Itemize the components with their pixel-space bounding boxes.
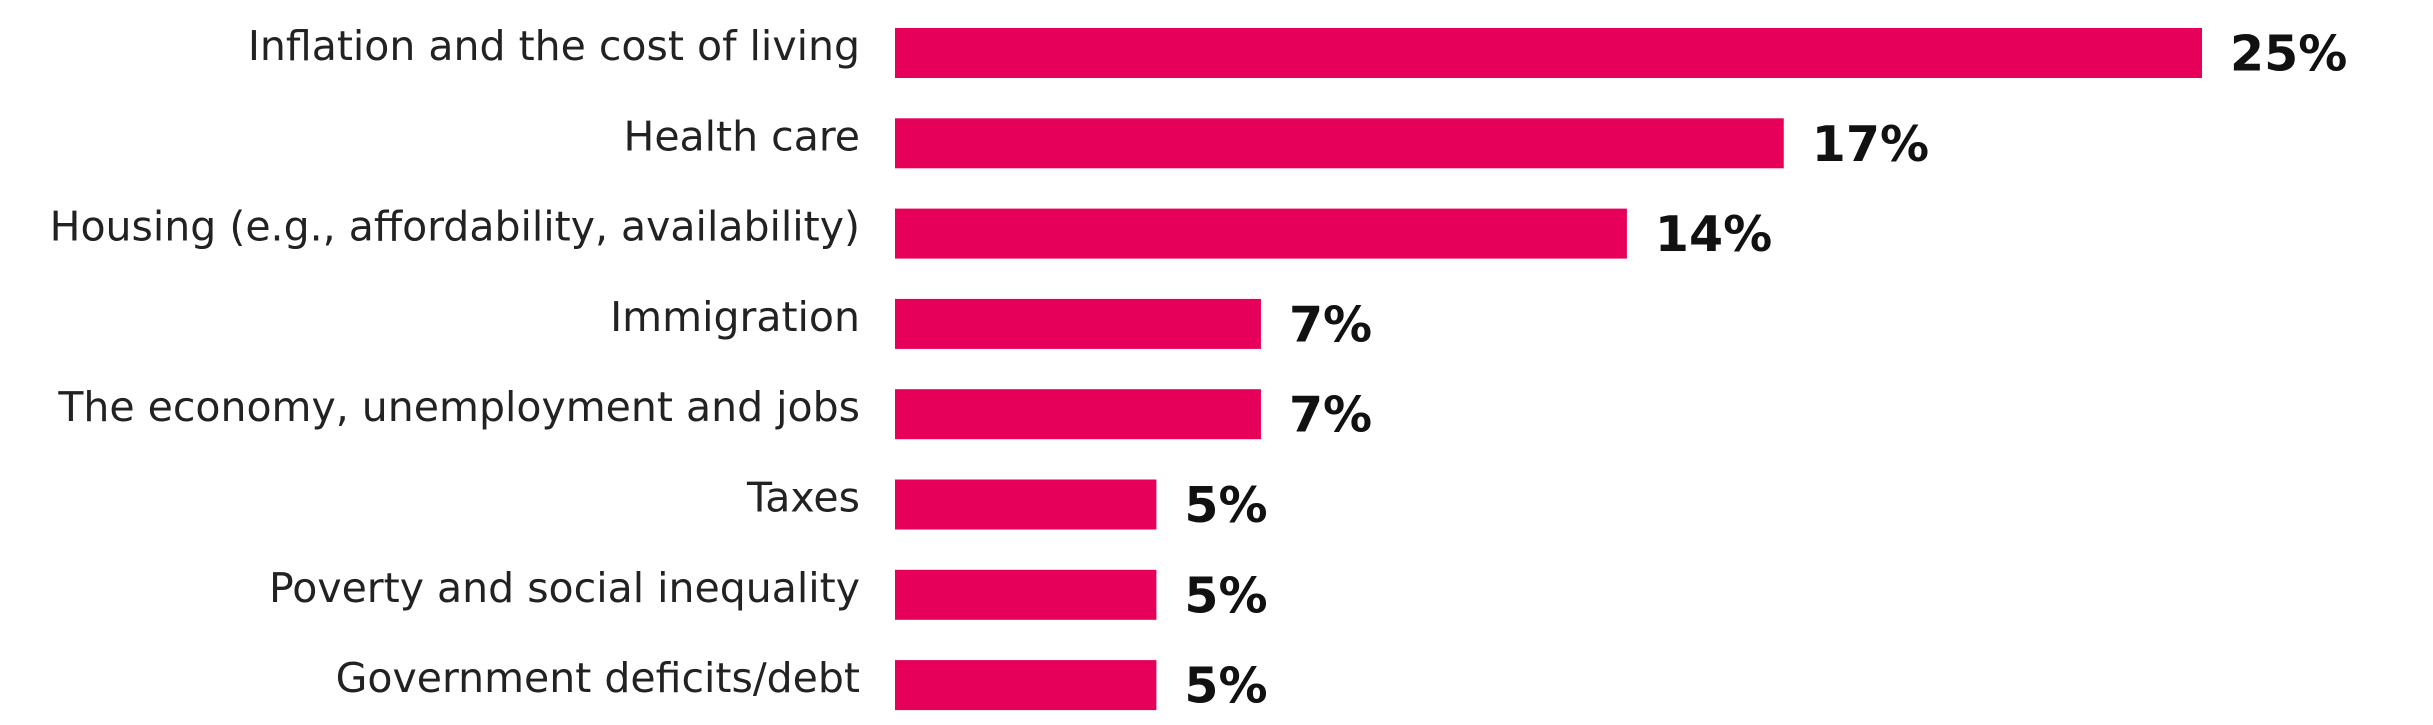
category-label: Immigration [610, 293, 860, 341]
value-label: 7% [1289, 296, 1372, 353]
category-label: Taxes [746, 474, 860, 522]
category-label: Housing (e.g., affordability, availabili… [50, 203, 860, 251]
value-label: 7% [1289, 387, 1372, 444]
category-label: The economy, unemployment and jobs [57, 383, 860, 431]
bars [895, 28, 2202, 711]
bar [895, 479, 1157, 530]
bar [895, 28, 2202, 78]
bar [895, 298, 1261, 349]
category-label: Health care [623, 112, 860, 160]
category-label: Government deficits/debt [336, 654, 860, 702]
value-labels: 25% 17% 14% 7% 7% 5% 5% 5% [1184, 26, 2347, 715]
value-label: 5% [1184, 477, 1267, 534]
value-label: 17% [1812, 116, 1929, 173]
value-label: 25% [2230, 26, 2347, 83]
category-labels: Inflation and the cost of living Health c… [50, 22, 860, 702]
category-label: Poverty and social inequality [269, 564, 860, 612]
category-label: Inflation and the cost of living [248, 22, 860, 70]
bar [895, 208, 1627, 259]
bar [895, 389, 1261, 440]
bar [895, 118, 1784, 169]
bar [895, 569, 1157, 620]
value-label: 5% [1184, 567, 1267, 624]
value-label: 5% [1184, 658, 1267, 715]
bar [895, 660, 1157, 711]
value-label: 14% [1655, 206, 1772, 263]
